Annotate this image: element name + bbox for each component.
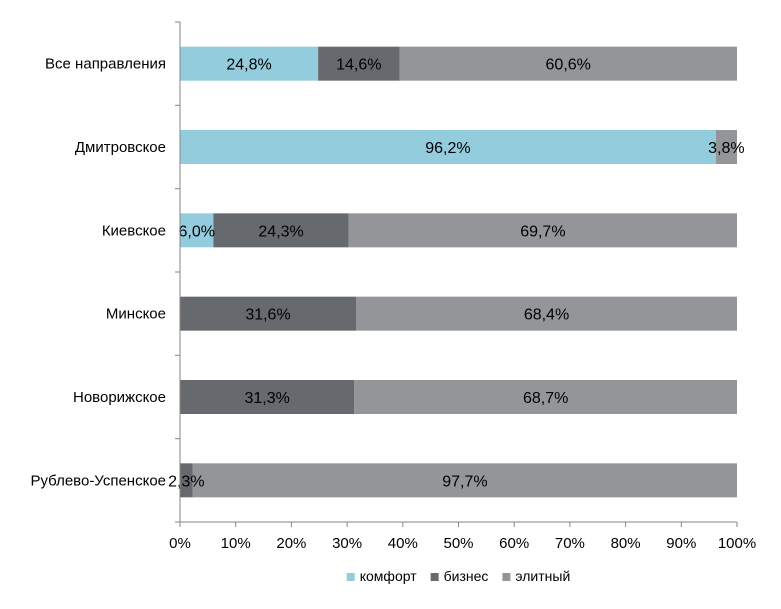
legend-label-элитный: элитный bbox=[515, 568, 570, 584]
bar-комфорт-1 bbox=[180, 46, 319, 81]
data-label-элитный-4: 68,4% bbox=[524, 307, 569, 324]
bars-group bbox=[180, 46, 737, 498]
data-label-комфорт-1: 24,8% bbox=[226, 57, 271, 74]
data-label-бизнес-4: 31,6% bbox=[245, 307, 290, 324]
data-label-элитный-2: 3,8% bbox=[708, 140, 744, 157]
data-label-комфорт-3: 6,0% bbox=[178, 223, 214, 240]
data-label-элитный-5: 68,7% bbox=[523, 390, 568, 407]
bar-бизнес-1 bbox=[318, 46, 400, 81]
category-label-2: Дмитровское bbox=[75, 139, 166, 156]
data-label-элитный-3: 69,7% bbox=[520, 223, 565, 240]
legend-swatch-комфорт bbox=[346, 573, 355, 581]
x-tick-label-2: 10% bbox=[221, 535, 251, 552]
legend-label-комфорт: комфорт bbox=[360, 568, 417, 584]
category-label-3: Киевское bbox=[102, 222, 166, 239]
bar-элитный-5 bbox=[354, 380, 737, 414]
bar-элитный-4 bbox=[356, 296, 737, 331]
legend-item-комфорт: комфорт bbox=[346, 568, 417, 584]
legend: комфорт бизнес элитный bbox=[346, 568, 570, 584]
bar-бизнес-6 bbox=[180, 463, 193, 498]
x-tick-label-9: 80% bbox=[611, 535, 641, 552]
category-label-5: Новорижское bbox=[73, 389, 166, 406]
x-tick-label-5: 40% bbox=[388, 535, 418, 552]
bar-элитный-1 bbox=[399, 46, 737, 81]
data-label-элитный-1: 60,6% bbox=[546, 57, 591, 74]
x-tick-label-4: 30% bbox=[332, 535, 362, 552]
bar-элитный-3 bbox=[348, 213, 737, 248]
axes-group bbox=[175, 21, 738, 527]
x-tick-label-7: 60% bbox=[499, 535, 529, 552]
legend-swatch-элитный bbox=[502, 573, 511, 581]
bar-бизнес-3 bbox=[213, 213, 349, 248]
x-tick-labels-group: 0% 10% 20% 30% 40% 50% 60% 70% 80% 90% 100% bbox=[169, 535, 756, 552]
x-tick-label-3: 20% bbox=[276, 535, 306, 552]
data-label-бизнес-5: 31,3% bbox=[244, 390, 289, 407]
data-label-комфорт-2: 96,2% bbox=[425, 140, 470, 157]
bar-элитный-6 bbox=[192, 463, 737, 498]
category-label-4: Минское bbox=[106, 306, 166, 323]
legend-item-бизнес: бизнес bbox=[430, 568, 489, 584]
x-tick-label-8: 70% bbox=[555, 535, 585, 552]
legend-label-бизнес: бизнес bbox=[444, 568, 489, 584]
bar-комфорт-3 bbox=[180, 213, 214, 248]
data-label-бизнес-6: 2,3% bbox=[168, 473, 204, 490]
bar-бизнес-5 bbox=[180, 380, 355, 414]
x-tick-label-10: 90% bbox=[666, 535, 696, 552]
legend-swatch-бизнес bbox=[430, 573, 439, 581]
category-label-1: Все направления bbox=[45, 56, 166, 73]
legend-item-элитный: элитный bbox=[502, 568, 570, 584]
data-label-бизнес-1: 14,6% bbox=[336, 57, 381, 74]
data-label-бизнес-3: 24,3% bbox=[258, 223, 303, 240]
data-labels-group: 24,8% 14,6% 60,6% 96,2% 3,8% 6,0% 24,3% 69,7% 31… bbox=[168, 57, 744, 491]
x-tick-label-1: 0% bbox=[169, 535, 191, 552]
bar-комфорт-2 bbox=[180, 130, 716, 164]
category-label-6: Рублево-Успенское bbox=[30, 472, 166, 489]
x-tick-label-6: 50% bbox=[443, 535, 473, 552]
category-labels-group: Все направления Дмитровское Киевское Минско… bbox=[30, 56, 166, 490]
x-tick-label-11: 100% bbox=[718, 535, 756, 552]
bar-элитный-2 bbox=[715, 130, 737, 164]
data-label-элитный-6: 97,7% bbox=[442, 473, 487, 490]
bar-бизнес-4 bbox=[180, 296, 357, 331]
